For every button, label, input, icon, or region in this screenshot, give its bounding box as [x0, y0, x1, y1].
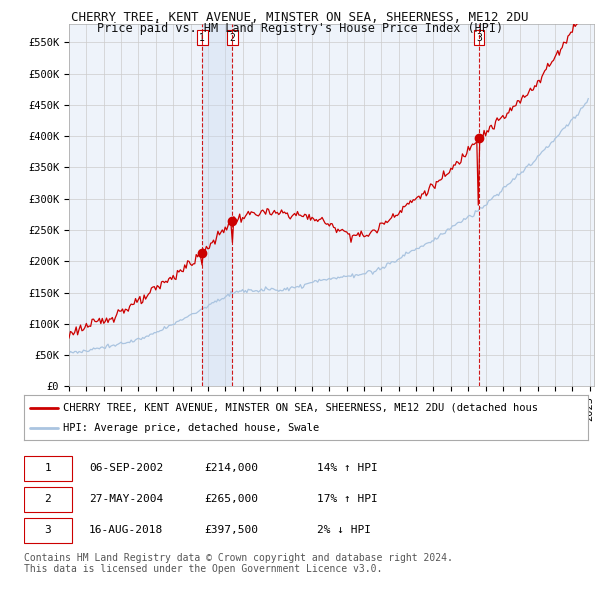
Bar: [202, 24, 232, 386]
Text: 17% ↑ HPI: 17% ↑ HPI: [317, 494, 378, 504]
Text: CHERRY TREE, KENT AVENUE, MINSTER ON SEA, SHEERNESS, ME12 2DU: CHERRY TREE, KENT AVENUE, MINSTER ON SEA…: [71, 11, 529, 24]
Text: £214,000: £214,000: [205, 463, 259, 473]
Text: Price paid vs. HM Land Registry's House Price Index (HPI): Price paid vs. HM Land Registry's House …: [97, 22, 503, 35]
Text: £397,500: £397,500: [205, 525, 259, 535]
Text: 14% ↑ HPI: 14% ↑ HPI: [317, 463, 378, 473]
Text: 06-SEP-2002: 06-SEP-2002: [89, 463, 163, 473]
Text: CHERRY TREE, KENT AVENUE, MINSTER ON SEA, SHEERNESS, ME12 2DU (detached hous: CHERRY TREE, KENT AVENUE, MINSTER ON SEA…: [64, 403, 538, 412]
Text: 3: 3: [476, 32, 482, 42]
Text: 16-AUG-2018: 16-AUG-2018: [89, 525, 163, 535]
Text: 1: 1: [199, 32, 205, 42]
Text: 1: 1: [44, 463, 52, 473]
FancyBboxPatch shape: [24, 487, 72, 512]
Text: £265,000: £265,000: [205, 494, 259, 504]
Text: 2: 2: [44, 494, 52, 504]
Text: 2% ↓ HPI: 2% ↓ HPI: [317, 525, 371, 535]
FancyBboxPatch shape: [24, 518, 72, 543]
Text: 2: 2: [229, 32, 235, 42]
Text: 27-MAY-2004: 27-MAY-2004: [89, 494, 163, 504]
Text: 3: 3: [44, 525, 52, 535]
Text: HPI: Average price, detached house, Swale: HPI: Average price, detached house, Swal…: [64, 424, 320, 434]
Text: Contains HM Land Registry data © Crown copyright and database right 2024.
This d: Contains HM Land Registry data © Crown c…: [24, 553, 453, 575]
FancyBboxPatch shape: [24, 455, 72, 480]
